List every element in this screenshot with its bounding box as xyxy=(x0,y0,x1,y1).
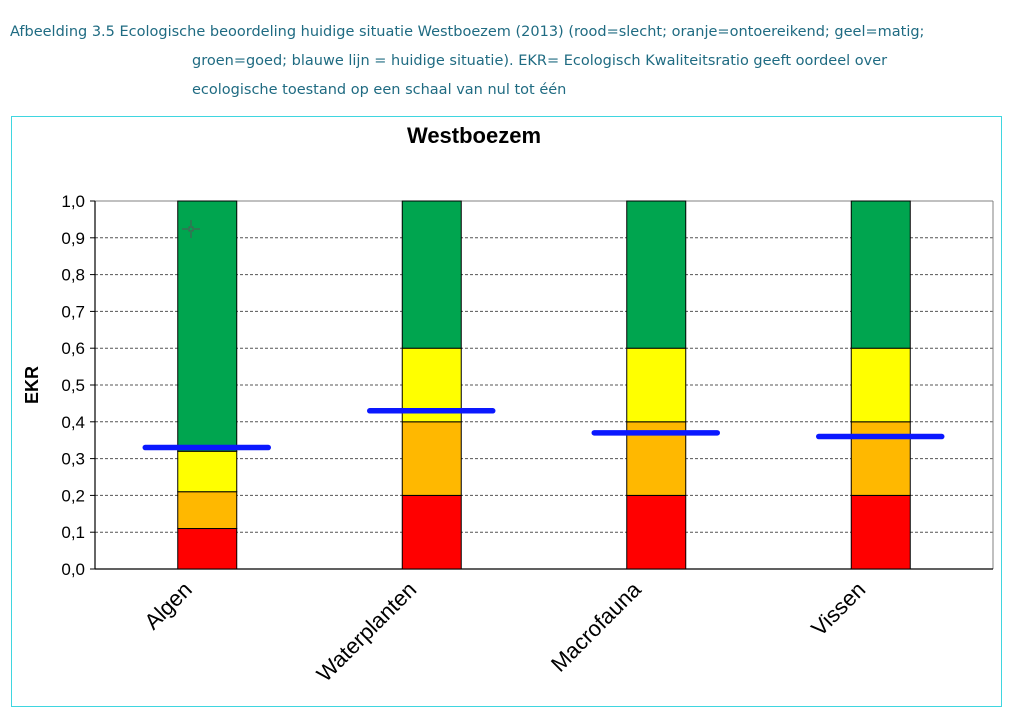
y-tick-label: 0,4 xyxy=(61,413,85,432)
y-tick-label: 1,0 xyxy=(61,192,85,211)
y-tick-label: 0,8 xyxy=(61,266,85,285)
y-tick-label: 0,3 xyxy=(61,450,85,469)
bar-segment xyxy=(850,421,911,496)
y-tick-label: 0,0 xyxy=(61,560,85,579)
bar-segment xyxy=(177,200,238,452)
y-tick-label: 0,2 xyxy=(61,486,85,505)
crosshair-cursor-icon xyxy=(182,220,200,238)
bar-segment xyxy=(401,421,462,496)
x-tick-label: Macrofauna xyxy=(546,576,646,676)
bar-segment xyxy=(401,200,462,349)
bar-segment xyxy=(850,347,911,423)
y-tick-label: 0,1 xyxy=(61,523,85,542)
y-tick-label: 0,5 xyxy=(61,376,85,395)
caption-line-2: groen=goed; blauwe lijn = huidige situat… xyxy=(192,53,888,69)
bar-segment xyxy=(850,200,911,349)
bar-segment xyxy=(177,450,238,493)
bar-segment xyxy=(850,494,911,570)
y-tick-label: 0,9 xyxy=(61,229,85,248)
bar-segment xyxy=(177,528,238,570)
bar-segment xyxy=(626,347,687,423)
x-tick-label: Algen xyxy=(139,577,196,634)
caption-line-3: ecologische toestand op een schaal van n… xyxy=(192,82,567,98)
figure-caption: Afbeelding 3.5 Ecologische beoordeling h… xyxy=(10,18,1000,105)
bar-segment xyxy=(626,494,687,570)
y-tick-label: 0,6 xyxy=(61,339,85,358)
bar-segment xyxy=(177,491,238,530)
y-tick-label: 0,7 xyxy=(61,302,85,321)
y-axis-label: EKR xyxy=(22,366,42,404)
chart-frame xyxy=(11,116,1002,707)
chart-title: Westboezem xyxy=(407,123,541,148)
caption-line-1: Afbeelding 3.5 Ecologische beoordeling h… xyxy=(10,24,925,40)
bar-segment xyxy=(401,494,462,570)
x-tick-label: Vissen xyxy=(806,577,870,641)
x-tick-label: Waterplanten xyxy=(312,577,422,687)
bar-segment xyxy=(626,200,687,349)
